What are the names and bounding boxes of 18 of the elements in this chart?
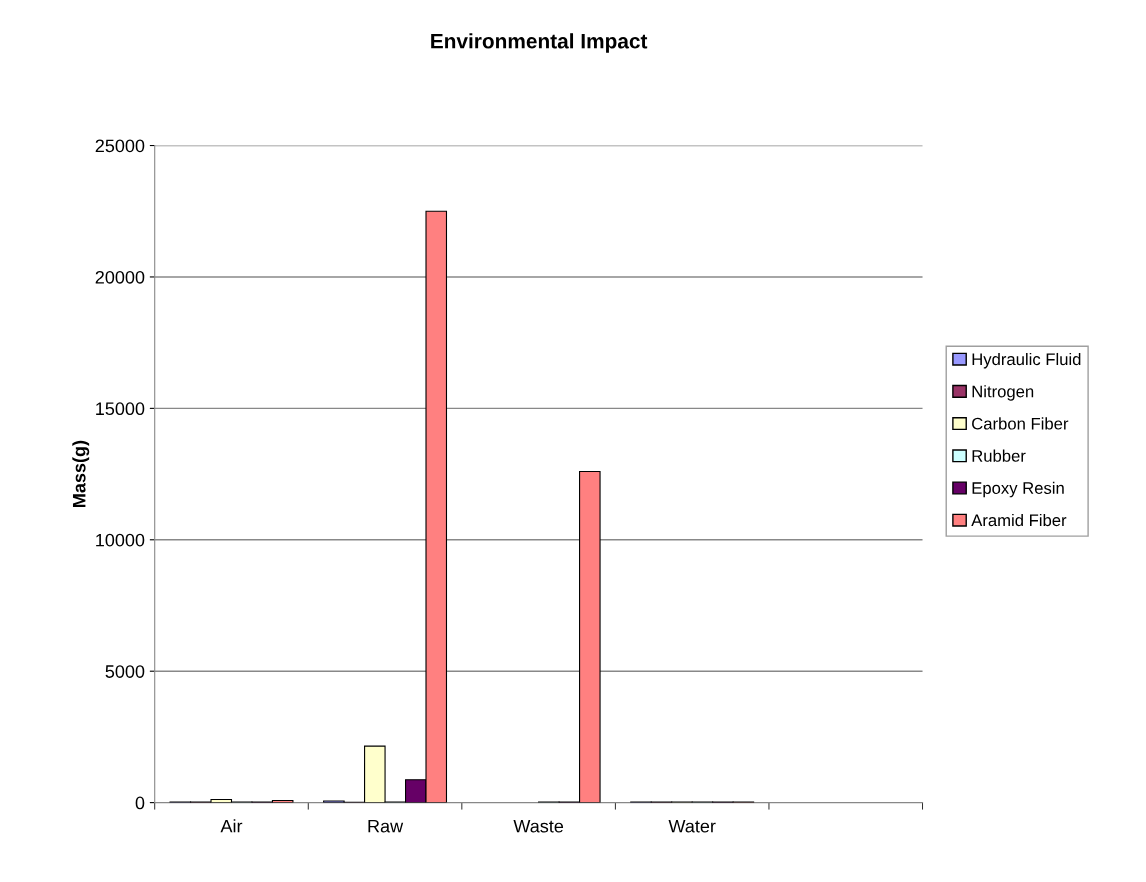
x-tick-label: Raw [368,819,404,833]
y-tick-label: 20000 [95,270,145,284]
x-tick-label: Water [668,819,716,833]
legend-label: Hydraulic Fluid [972,352,1081,369]
legend-label: Carbon Fiber [972,417,1069,430]
y-tick-label: 5000 [105,665,145,678]
chart-title: Environmental Impact [431,33,648,53]
y-tick-label: 10000 [96,533,145,547]
y-tick-label: 15000 [96,402,145,416]
legend-label: Aramid Fiber [971,513,1067,527]
legend-label: Nitrogen [972,385,1034,401]
legend-label: Rubber [972,449,1026,462]
y-axis-title: Mass(g) [72,440,90,507]
y-tick-label: 0 [135,796,145,810]
legend-label: Epoxy Resin [972,481,1064,498]
y-tick-label: 25000 [95,139,145,153]
x-tick-label: Waste [513,819,564,833]
x-tick-label: Air [220,819,243,833]
